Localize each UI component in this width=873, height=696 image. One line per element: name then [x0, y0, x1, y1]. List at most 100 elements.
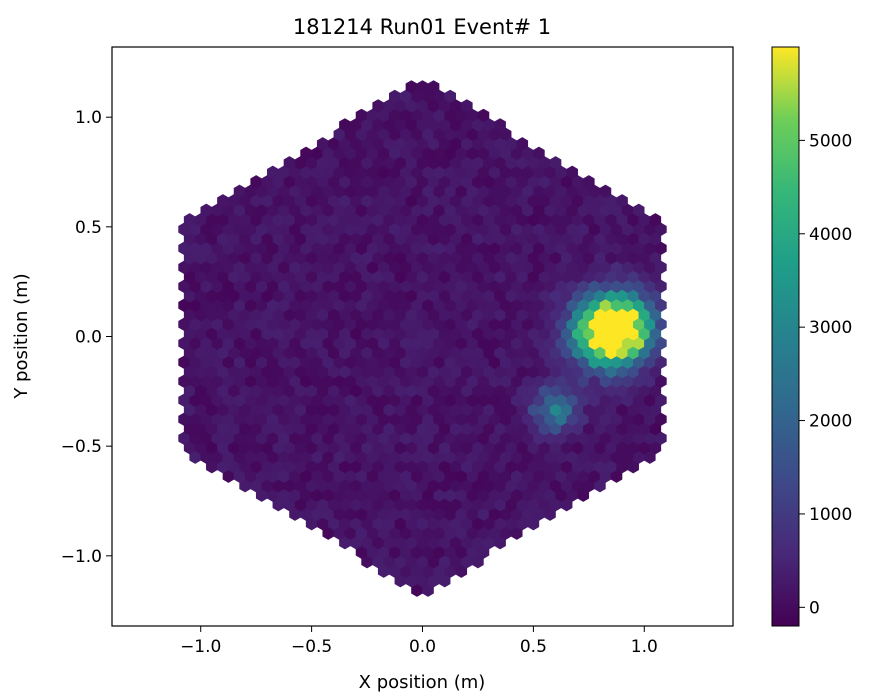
- camera-pixel: [416, 422, 429, 436]
- camera-pixel: [422, 241, 434, 255]
- camera-pixel: [538, 384, 551, 398]
- camera-pixel: [344, 146, 357, 160]
- camera-pixel: [538, 460, 551, 474]
- camera-pixel: [394, 441, 407, 455]
- camera-pixel: [472, 346, 484, 360]
- camera-pixel: [433, 564, 445, 578]
- camera-pixel: [200, 203, 213, 217]
- camera-pixel: [400, 222, 412, 236]
- camera-pixel: [377, 241, 390, 255]
- camera-pixel: [361, 251, 373, 265]
- camera-pixel: [267, 165, 279, 179]
- camera-pixel: [377, 279, 390, 293]
- camera-pixel: [483, 460, 495, 474]
- camera-pixel: [583, 460, 595, 474]
- camera-pixel: [461, 308, 473, 322]
- camera-pixel: [400, 279, 412, 293]
- camera-pixel: [566, 317, 578, 331]
- camera-pixel: [400, 317, 412, 331]
- camera-pixel: [400, 165, 412, 179]
- camera-pixel: [549, 156, 562, 170]
- camera-pixel: [411, 222, 423, 236]
- camera-pixel: [427, 403, 440, 417]
- camera-pixel: [450, 232, 462, 246]
- camera-pixel: [655, 298, 667, 312]
- camera-pixel: [505, 156, 517, 170]
- camera-pixel: [483, 498, 495, 512]
- camera-pixel: [400, 507, 412, 521]
- y-tick-label: −0.5: [61, 437, 102, 457]
- camera-pixel: [222, 431, 235, 445]
- camera-pixel: [383, 251, 395, 265]
- camera-pixel: [366, 545, 379, 559]
- camera-pixel: [394, 574, 407, 588]
- camera-pixel: [389, 393, 401, 407]
- camera-pixel: [533, 184, 545, 198]
- camera-pixel: [217, 403, 229, 417]
- camera-pixel: [322, 450, 335, 464]
- camera-pixel: [372, 232, 384, 246]
- camera-pixel: [627, 384, 639, 398]
- camera-pixel: [594, 270, 606, 284]
- camera-pixel: [583, 232, 595, 246]
- camera-pixel: [461, 460, 473, 474]
- camera-pixel: [549, 251, 562, 265]
- camera-pixel: [244, 279, 257, 293]
- camera-pixel: [621, 431, 634, 445]
- camera-pixel: [433, 545, 445, 559]
- camera-pixel: [222, 279, 235, 293]
- camera-pixel: [200, 412, 213, 426]
- camera-pixel: [372, 422, 384, 436]
- camera-pixel: [638, 213, 651, 227]
- camera-pixel: [239, 232, 251, 246]
- camera-pixel: [350, 327, 362, 341]
- camera-pixel: [444, 203, 456, 217]
- camera-pixel: [422, 317, 434, 331]
- camera-pixel: [422, 393, 434, 407]
- camera-pixel: [533, 488, 545, 502]
- camera-pixel: [422, 583, 434, 597]
- camera-pixel: [322, 469, 335, 483]
- chart-title: 181214 Run01 Event# 1: [293, 15, 551, 39]
- camera-pixel: [350, 441, 362, 455]
- camera-pixel: [505, 270, 517, 284]
- camera-pixel: [505, 517, 517, 531]
- camera-pixel: [289, 469, 301, 483]
- camera-pixel: [350, 498, 362, 512]
- camera-pixel: [389, 279, 401, 293]
- camera-pixel: [305, 460, 318, 474]
- camera-pixel: [183, 403, 196, 417]
- camera-pixel: [333, 469, 346, 483]
- camera-pixel: [510, 374, 523, 388]
- camera-pixel: [405, 232, 418, 246]
- camera-pixel: [400, 184, 412, 198]
- camera-pixel: [499, 488, 512, 502]
- camera-pixel: [411, 241, 423, 255]
- camera-pixel: [355, 127, 368, 141]
- camera-pixel: [405, 251, 418, 265]
- camera-pixel: [499, 203, 512, 217]
- camera-pixel: [655, 222, 667, 236]
- camera-pixel: [599, 431, 612, 445]
- camera-pixel: [466, 450, 479, 464]
- camera-pixel: [494, 232, 506, 246]
- camera-pixel: [444, 336, 456, 350]
- camera-pixel: [339, 536, 351, 550]
- camera-pixel: [644, 279, 656, 293]
- camera-pixel: [322, 507, 335, 521]
- camera-pixel: [294, 194, 307, 208]
- camera-pixel: [389, 203, 401, 217]
- camera-pixel: [283, 232, 296, 246]
- camera-pixel: [405, 80, 418, 94]
- camera-pixel: [217, 308, 229, 322]
- camera-pixel: [283, 384, 296, 398]
- camera-pixel: [488, 165, 501, 179]
- camera-pixel: [344, 317, 357, 331]
- camera-pixel: [200, 279, 213, 293]
- camera-pixel: [621, 393, 634, 407]
- camera-pixel: [311, 260, 323, 274]
- camera-pixel: [571, 194, 584, 208]
- camera-pixel: [455, 507, 468, 521]
- camera-pixel: [316, 479, 329, 493]
